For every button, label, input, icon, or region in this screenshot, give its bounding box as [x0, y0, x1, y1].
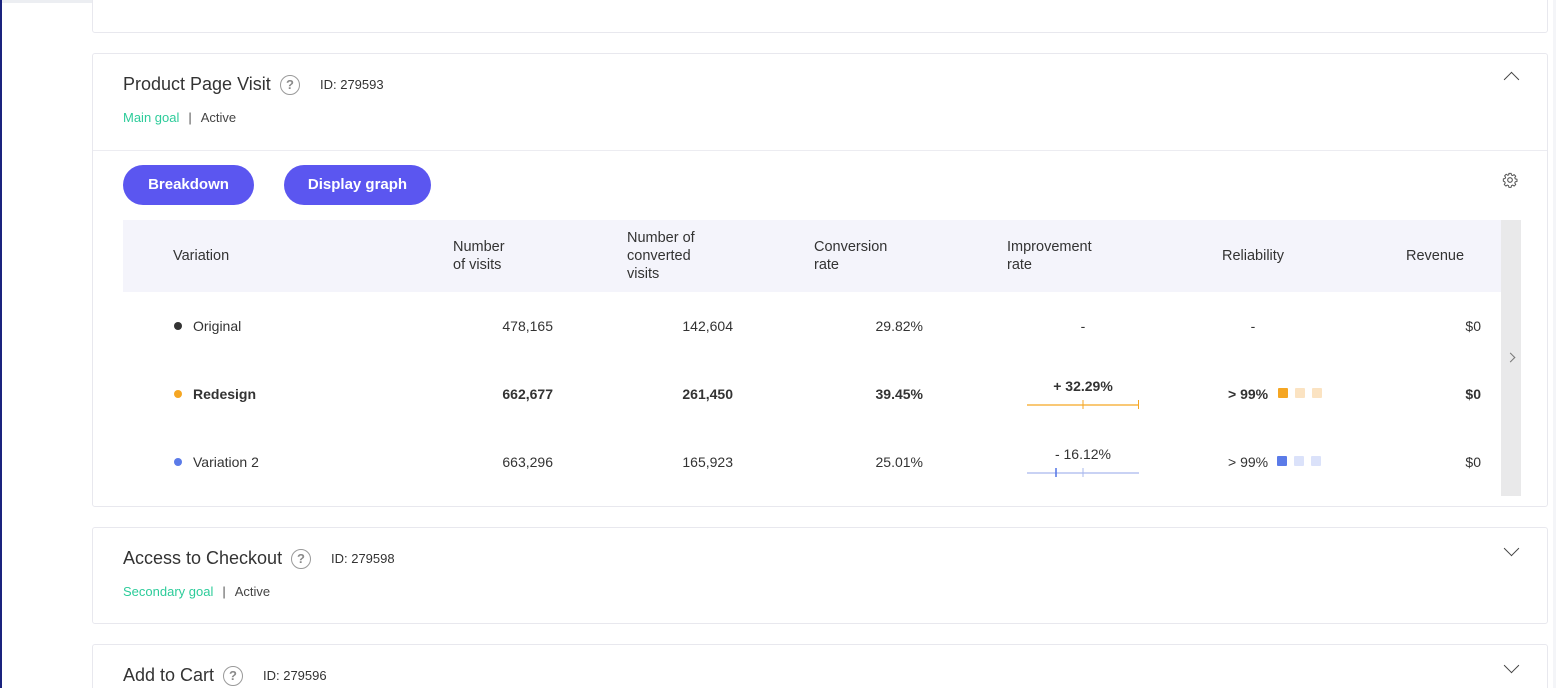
page-scrollbar[interactable] [1553, 0, 1556, 688]
visits-value: 663,296 [502, 454, 553, 470]
goal-status: Active [200, 110, 237, 125]
header-conv-rate-line1: Conversion [814, 239, 888, 255]
variation-dot [174, 458, 182, 466]
header-reliability: Reliability [1222, 248, 1285, 264]
revenue-value: $0 [1465, 318, 1481, 334]
improvement-value: - [1080, 318, 1086, 334]
help-icon[interactable]: ? [280, 75, 300, 95]
display-graph-button[interactable]: Display graph [284, 165, 431, 205]
card-divider [93, 150, 1547, 151]
help-icon[interactable]: ? [291, 549, 311, 569]
conversion-rate-value: 29.82% [875, 318, 923, 334]
table-scroll-strip[interactable] [1501, 220, 1521, 496]
conversion-rate-value: 25.01% [875, 454, 923, 470]
revenue-value: $0 [1465, 454, 1481, 470]
header-converted-line1: Number of [627, 230, 695, 246]
reliability-square [1277, 456, 1287, 466]
goal-card-product-page-visit: Product Page Visit ? ID: 279593 Main goa… [92, 53, 1548, 507]
chevron-down-icon[interactable] [1503, 540, 1520, 557]
previous-goal-card [92, 0, 1548, 33]
variation-name: Variation 2 [193, 454, 259, 470]
header-conversion-rate: Conversion rate [814, 238, 887, 274]
reliability-value: > 99% [1228, 454, 1269, 470]
help-icon[interactable]: ? [223, 666, 243, 686]
breakdown-button[interactable]: Breakdown [123, 165, 254, 205]
improvement-interval-bar [1027, 468, 1139, 477]
results-table-header: Variation Number of visits Number of con… [123, 220, 1501, 292]
variation-dot [174, 390, 182, 398]
reliability-square [1294, 456, 1304, 466]
variation-name: Original [193, 318, 242, 334]
goal-card-access-to-checkout[interactable]: Access to Checkout ? ID: 279598 Secondar… [92, 527, 1548, 624]
table-row-variation-2[interactable]: Variation 2 663,296 165,923 25.01% - 16.… [123, 446, 1501, 477]
window-edge [0, 0, 2, 688]
improvement-value: - 16.12% [1054, 446, 1112, 462]
converted-value: 142,604 [682, 318, 733, 334]
table-row-original[interactable]: Original 478,165 142,604 29.82% - - $0 [123, 315, 1501, 337]
reliability-value: > 99% [1228, 386, 1269, 402]
goal-title: Add to Cart [123, 665, 215, 685]
chevron-down-icon[interactable] [1503, 657, 1520, 674]
table-row-redesign[interactable]: Redesign 662,677 261,450 39.45% + 32.29%… [123, 378, 1501, 409]
visits-value: 662,677 [502, 386, 553, 402]
header-revenue: Revenue [1406, 248, 1465, 264]
variation-name: Redesign [193, 386, 257, 402]
converted-value: 165,923 [682, 454, 733, 470]
header-improvement-line2: rate [1007, 257, 1032, 273]
goal-id: ID: 279598 [331, 551, 395, 566]
goal-type: Secondary goal [123, 584, 214, 599]
reliability-square [1278, 388, 1288, 398]
goal-title: Product Page Visit [123, 74, 271, 94]
chevron-up-icon[interactable] [1503, 71, 1520, 88]
gear-icon[interactable] [1502, 172, 1518, 188]
reliability-square [1312, 388, 1322, 398]
header-visits-line1: Number [453, 239, 505, 255]
reliability-square [1295, 388, 1305, 398]
header-converted-line3: visits [627, 266, 660, 282]
goal-id: ID: 279596 [263, 668, 327, 683]
reliability-value: - [1250, 318, 1256, 334]
reliability-square [1311, 456, 1321, 466]
improvement-value: + 32.29% [1053, 378, 1113, 394]
header-converted: Number of converted visits [627, 229, 695, 283]
header-visits: Number of visits [453, 238, 505, 274]
header-improvement: Improvement rate [1007, 238, 1092, 274]
goal-meta: Secondary goal | Active [123, 584, 270, 599]
goal-card-add-to-cart[interactable]: Add to Cart ? ID: 279596 [92, 644, 1548, 688]
header-visits-line2: of visits [453, 257, 502, 273]
goal-type: Main goal [123, 110, 180, 125]
improvement-interval-bar [1027, 400, 1139, 409]
goal-status: Active [234, 584, 271, 599]
top-tab-strip [2, 0, 94, 3]
goal-separator: | [222, 584, 226, 599]
converted-value: 261,450 [682, 386, 733, 402]
conversion-rate-value: 39.45% [875, 386, 923, 402]
visits-value: 478,165 [502, 318, 553, 334]
goal-id: ID: 279593 [320, 77, 384, 92]
goal-meta: Main goal | Active [123, 110, 236, 125]
variation-dot [174, 322, 182, 330]
goal-title: Access to Checkout [123, 548, 283, 568]
header-variation: Variation [173, 248, 230, 264]
goal-separator: | [188, 110, 192, 125]
header-improvement-line1: Improvement [1007, 239, 1092, 255]
revenue-value: $0 [1465, 386, 1481, 402]
header-conv-rate-line2: rate [814, 257, 839, 273]
header-converted-line2: converted [627, 248, 691, 264]
